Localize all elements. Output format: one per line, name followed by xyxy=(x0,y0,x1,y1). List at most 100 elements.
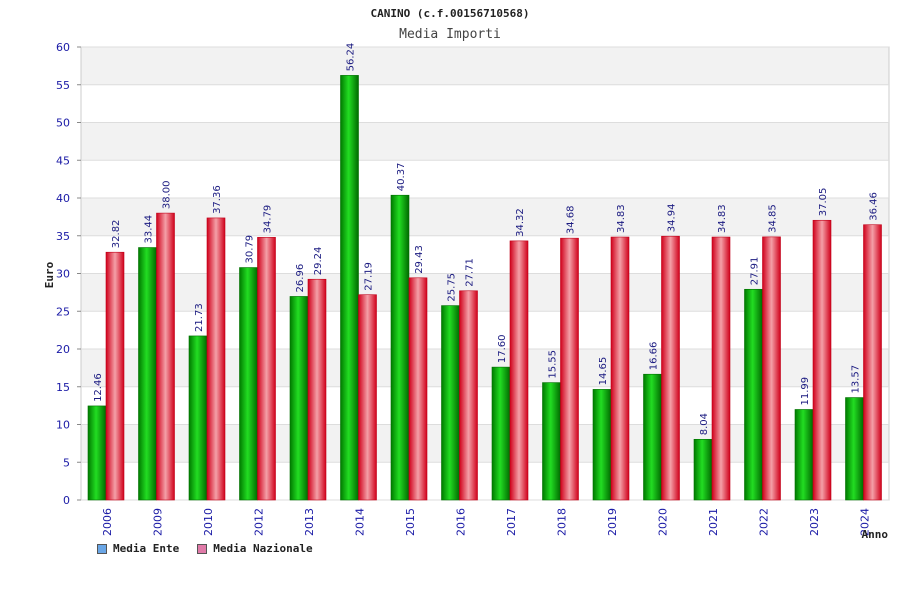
bar-media-nazionale-2015 xyxy=(408,277,428,501)
legend-label-media-nazionale: Media Nazionale xyxy=(213,542,313,555)
y-tick-label: 40 xyxy=(56,192,70,205)
data-label: 37.05 xyxy=(818,188,829,217)
bar-media-nazionale-2006 xyxy=(105,251,125,501)
data-label: 21.73 xyxy=(194,303,205,332)
data-label: 14.65 xyxy=(598,357,609,386)
data-label: 40.37 xyxy=(396,163,407,192)
x-tick-labels: 2006 2009 2010 2012 2013 2014 2015 2016 2017 2018… xyxy=(101,508,872,536)
chart-subtitle: Media Importi xyxy=(399,27,501,42)
x-tick-label: 2024 xyxy=(859,508,872,536)
legend-label-media-ente: Media Ente xyxy=(113,542,180,555)
bar-media-nazionale-2017 xyxy=(509,240,529,501)
x-tick-label: 2015 xyxy=(404,508,417,536)
bar-media-nazionale-2019 xyxy=(610,236,630,501)
bar-media-nazionale-2014 xyxy=(358,294,377,501)
bar-media-ente-2009 xyxy=(138,247,157,501)
data-labels-group: 12.46 32.82 33.44 38.00 21.73 37.36 30.79 34.79… xyxy=(93,43,880,436)
x-tick-label: 2016 xyxy=(455,508,468,536)
y-tick-labels: 0 5 10 15 20 25 30 35 40 45 50 55 60 xyxy=(56,41,70,507)
x-tick-label: 2020 xyxy=(657,508,670,536)
legend-swatch-media-ente xyxy=(97,543,107,554)
bar-media-nazionale-2009 xyxy=(156,212,175,501)
bar-media-nazionale-2018 xyxy=(560,237,579,501)
x-axis-label: Anno xyxy=(862,528,889,541)
data-label: 27.91 xyxy=(750,257,761,286)
bar-media-ente-2015 xyxy=(390,194,410,501)
x-tick-label: 2018 xyxy=(556,508,569,536)
x-tick-label: 2021 xyxy=(707,508,720,536)
data-label: 33.44 xyxy=(144,215,155,244)
legend-item-media-nazionale: Media Nazionale xyxy=(197,542,313,555)
x-tick-label: 2022 xyxy=(758,508,771,536)
bar-media-ente-2022 xyxy=(744,288,763,501)
x-tick-label: 2019 xyxy=(606,508,619,536)
data-label: 38.00 xyxy=(162,180,173,209)
data-label: 29.43 xyxy=(414,245,425,274)
grid-band xyxy=(81,47,889,85)
y-axis-label: Euro xyxy=(43,261,56,288)
data-label: 34.83 xyxy=(717,204,728,233)
data-label: 12.46 xyxy=(93,373,104,402)
data-label: 30.79 xyxy=(245,235,256,264)
legend-item-media-ente: Media Ente xyxy=(97,542,179,555)
y-tick-label: 20 xyxy=(56,343,70,356)
bar-media-ente-2017 xyxy=(491,366,511,501)
data-label: 16.66 xyxy=(649,342,660,371)
bar-media-nazionale-2010 xyxy=(206,217,226,501)
data-label: 36.46 xyxy=(869,192,880,221)
x-tick-label: 2013 xyxy=(303,508,316,536)
bar-media-nazionale-2022 xyxy=(762,236,781,501)
y-tick-label: 60 xyxy=(56,41,70,54)
bar-media-ente-2019 xyxy=(592,389,612,501)
bar-media-ente-2012 xyxy=(239,267,258,501)
y-tick-label: 5 xyxy=(63,456,70,469)
x-tick-label: 2009 xyxy=(152,508,165,536)
bar-media-ente-2006 xyxy=(87,405,107,501)
data-label: 13.57 xyxy=(851,365,862,394)
y-tick-label: 0 xyxy=(63,494,70,507)
data-label: 25.75 xyxy=(447,273,458,302)
data-label: 34.79 xyxy=(263,205,274,234)
grid-band xyxy=(81,122,889,161)
data-label: 15.55 xyxy=(548,350,559,379)
data-label: 34.32 xyxy=(515,208,526,237)
data-label: 37.36 xyxy=(212,185,223,214)
bar-media-nazionale-2023 xyxy=(812,219,832,501)
x-tick-label: 2010 xyxy=(202,508,215,536)
bar-media-ente-2021 xyxy=(693,438,713,501)
bar-media-ente-2024 xyxy=(845,397,864,501)
x-tick-label: 2017 xyxy=(505,508,518,536)
data-label: 32.82 xyxy=(111,220,122,249)
bar-media-nazionale-2020 xyxy=(661,235,680,501)
data-label: 34.94 xyxy=(667,204,678,233)
data-label: 56.24 xyxy=(346,43,357,72)
data-label: 34.83 xyxy=(616,204,627,233)
x-tick-label: 2006 xyxy=(101,508,114,536)
y-tick-label: 35 xyxy=(56,230,70,243)
data-label: 26.96 xyxy=(295,264,306,293)
legend: Media Ente Media Nazionale xyxy=(97,542,313,555)
data-label: 29.24 xyxy=(313,247,324,276)
data-label: 34.85 xyxy=(768,204,779,233)
data-label: 8.04 xyxy=(699,413,710,435)
legend-swatch-media-nazionale xyxy=(197,543,208,554)
x-tick-label: 2023 xyxy=(808,508,821,536)
bar-media-nazionale-2012 xyxy=(257,237,276,501)
data-label: 11.99 xyxy=(800,377,811,406)
data-label: 17.60 xyxy=(497,334,508,363)
bar-media-nazionale-2021 xyxy=(711,236,731,501)
y-tick-label: 15 xyxy=(56,381,70,394)
x-tick-label: 2014 xyxy=(354,508,367,536)
x-tick-label: 2012 xyxy=(253,508,266,536)
bar-media-nazionale-2024 xyxy=(863,224,882,501)
y-tick-label: 55 xyxy=(56,79,70,92)
data-label: 27.19 xyxy=(364,262,375,291)
bar-media-ente-2013 xyxy=(289,296,309,501)
bar-media-ente-2020 xyxy=(643,373,662,501)
bars-group xyxy=(87,75,882,501)
y-tick-label: 45 xyxy=(56,154,70,167)
y-tick-label: 50 xyxy=(56,117,70,130)
bar-media-ente-2010 xyxy=(188,335,208,501)
bar-media-ente-2023 xyxy=(794,409,814,501)
